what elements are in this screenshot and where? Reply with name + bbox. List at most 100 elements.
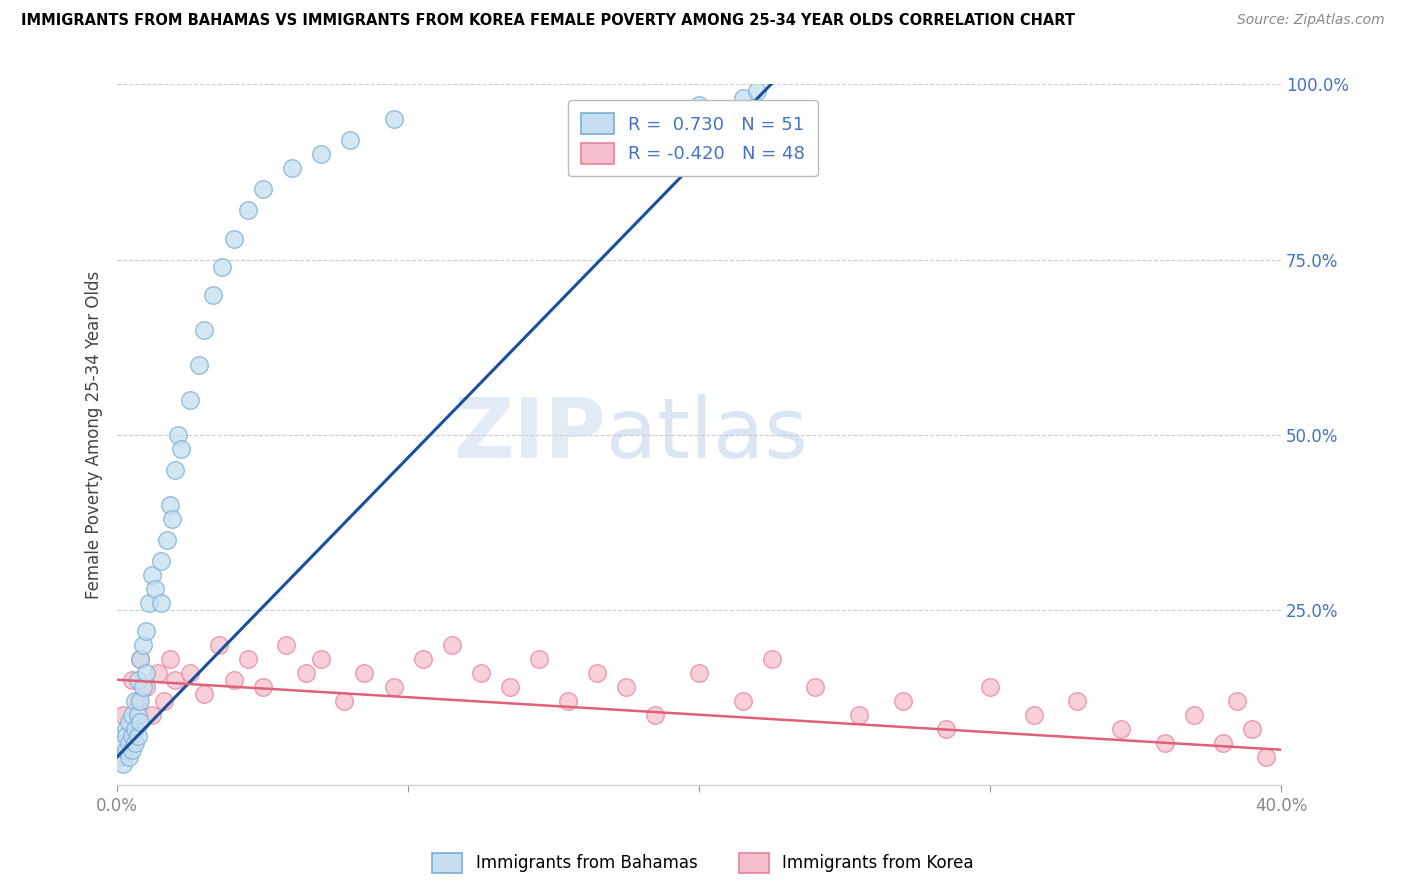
- Point: [162, 511, 184, 525]
- Point: [165, 673, 187, 687]
- Point: [252, 680, 274, 694]
- Point: [124, 722, 146, 736]
- Point: [252, 182, 274, 196]
- Point: [1066, 694, 1088, 708]
- Point: [586, 665, 609, 680]
- Text: atlas: atlas: [606, 394, 807, 475]
- Point: [111, 707, 134, 722]
- Point: [152, 694, 174, 708]
- Point: [146, 665, 169, 680]
- Point: [129, 651, 152, 665]
- Point: [121, 729, 143, 743]
- Point: [440, 638, 463, 652]
- Point: [193, 687, 215, 701]
- Point: [731, 694, 754, 708]
- Legend: Immigrants from Bahamas, Immigrants from Korea: Immigrants from Bahamas, Immigrants from…: [426, 847, 980, 880]
- Point: [222, 231, 245, 245]
- Point: [124, 694, 146, 708]
- Point: [295, 665, 318, 680]
- Point: [149, 596, 172, 610]
- Point: [118, 714, 141, 729]
- Point: [1256, 749, 1278, 764]
- Point: [129, 714, 152, 729]
- Point: [127, 694, 149, 708]
- Point: [274, 638, 297, 652]
- Point: [135, 624, 157, 638]
- Y-axis label: Female Poverty Among 25-34 Year Olds: Female Poverty Among 25-34 Year Olds: [86, 270, 103, 599]
- Point: [1182, 707, 1205, 722]
- Point: [127, 729, 149, 743]
- Point: [804, 680, 827, 694]
- Point: [111, 756, 134, 771]
- Point: [644, 707, 666, 722]
- Point: [121, 743, 143, 757]
- Point: [208, 638, 231, 652]
- Point: [121, 673, 143, 687]
- Point: [127, 707, 149, 722]
- Legend: R =  0.730   N = 51, R = -0.420   N = 48: R = 0.730 N = 51, R = -0.420 N = 48: [568, 101, 817, 177]
- Point: [156, 533, 179, 547]
- Point: [111, 736, 134, 750]
- Point: [557, 694, 579, 708]
- Point: [1022, 707, 1045, 722]
- Point: [129, 651, 152, 665]
- Point: [187, 358, 209, 372]
- Point: [333, 694, 356, 708]
- Point: [731, 91, 754, 105]
- Point: [470, 665, 492, 680]
- Point: [193, 322, 215, 336]
- Point: [202, 287, 225, 301]
- Point: [1240, 722, 1263, 736]
- Point: [138, 596, 160, 610]
- Point: [135, 680, 157, 694]
- Point: [108, 749, 131, 764]
- Point: [170, 442, 193, 456]
- Point: [179, 392, 201, 407]
- Point: [382, 680, 405, 694]
- Point: [165, 462, 187, 476]
- Point: [353, 665, 375, 680]
- Point: [688, 665, 710, 680]
- Point: [141, 707, 163, 722]
- Point: [159, 651, 181, 665]
- Point: [118, 736, 141, 750]
- Point: [159, 498, 181, 512]
- Point: [149, 554, 172, 568]
- Point: [848, 707, 870, 722]
- Point: [179, 665, 201, 680]
- Point: [124, 736, 146, 750]
- Point: [281, 161, 304, 176]
- Point: [747, 85, 769, 99]
- Point: [211, 260, 233, 274]
- Point: [309, 147, 332, 161]
- Point: [688, 98, 710, 112]
- Point: [127, 673, 149, 687]
- Point: [143, 582, 166, 596]
- Point: [1153, 736, 1175, 750]
- Point: [236, 651, 259, 665]
- Point: [891, 694, 914, 708]
- Point: [614, 680, 637, 694]
- Point: [121, 707, 143, 722]
- Point: [1212, 736, 1234, 750]
- Point: [132, 680, 155, 694]
- Point: [129, 694, 152, 708]
- Point: [115, 722, 138, 736]
- Point: [412, 651, 434, 665]
- Point: [1109, 722, 1132, 736]
- Point: [115, 743, 138, 757]
- Point: [527, 651, 550, 665]
- Point: [1226, 694, 1249, 708]
- Point: [979, 680, 1001, 694]
- Point: [935, 722, 957, 736]
- Point: [761, 651, 783, 665]
- Point: [382, 112, 405, 127]
- Point: [141, 567, 163, 582]
- Text: IMMIGRANTS FROM BAHAMAS VS IMMIGRANTS FROM KOREA FEMALE POVERTY AMONG 25-34 YEAR: IMMIGRANTS FROM BAHAMAS VS IMMIGRANTS FR…: [21, 13, 1076, 29]
- Point: [236, 203, 259, 218]
- Point: [499, 680, 522, 694]
- Point: [118, 749, 141, 764]
- Point: [132, 638, 155, 652]
- Point: [135, 665, 157, 680]
- Point: [115, 729, 138, 743]
